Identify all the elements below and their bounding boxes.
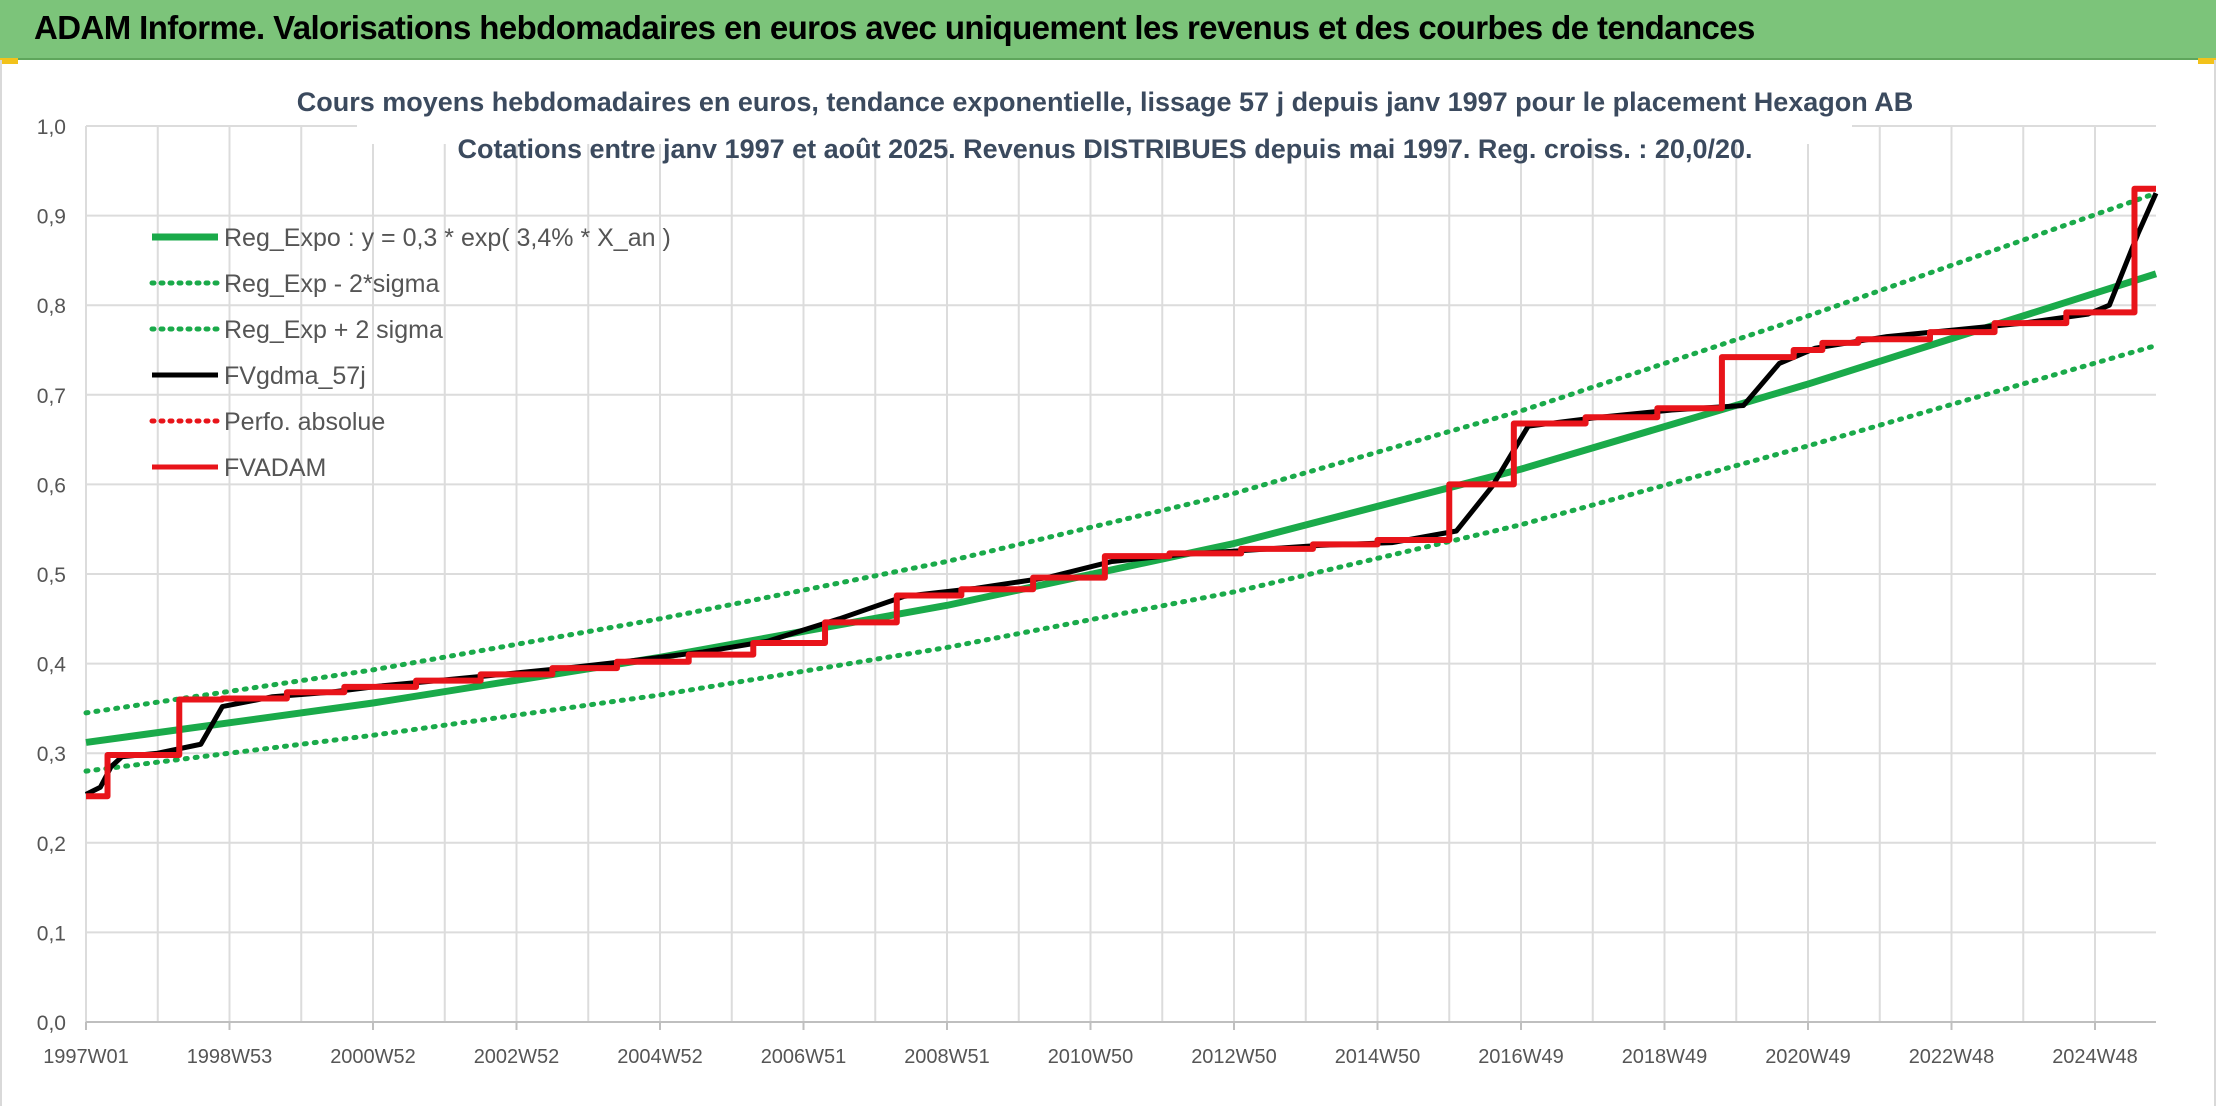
- report-title: ADAM Informe. Valorisations hebdomadaire…: [34, 9, 1755, 46]
- corner-marker-right: [2198, 58, 2216, 64]
- x-tick-label: 2020W49: [1765, 1046, 1851, 1068]
- legend-label-3: FVgdma_57j: [224, 362, 366, 390]
- legend-label-2: Reg_Exp + 2 sigma: [224, 316, 443, 344]
- x-tick-label: 2008W51: [904, 1046, 990, 1068]
- legend-label-0: Reg_Expo : y = 0,3 * exp( 3,4% * X_an ): [224, 224, 671, 252]
- x-tick-label: 2004W52: [617, 1046, 703, 1068]
- line-chart: 0,0 0,1 0,2 0,3 0,4 0,5 0,6 0,7 0,8 0,9 1,0 1997W01…: [37, 68, 2159, 1068]
- legend-label-5: FVADAM: [224, 454, 326, 482]
- y-tick-label: 0,5: [37, 564, 66, 587]
- y-tick-label: 0,2: [37, 833, 66, 856]
- x-tick-label: 1998W53: [187, 1046, 273, 1068]
- y-tick-label: 0,8: [37, 295, 66, 318]
- series-line-0: [85, 270, 2158, 746]
- corner-marker-left: [0, 58, 18, 64]
- chart-title-line-1: Cours moyens hebdomadaires en euros, ten…: [297, 87, 1914, 117]
- series-line-5: [86, 185, 2156, 800]
- x-tick-label: 2006W51: [761, 1046, 847, 1068]
- y-tick-label: 0,1: [37, 922, 66, 945]
- report-header: ADAM Informe. Valorisations hebdomadaire…: [0, 0, 2216, 60]
- series-line-2: [83, 190, 2159, 716]
- x-tick-label: 1997W01: [43, 1046, 129, 1068]
- y-tick-label: 0,3: [37, 743, 66, 766]
- y-tick-label: 0,4: [37, 654, 67, 677]
- grid-layer: 0,0 0,1 0,2 0,3 0,4 0,5 0,6 0,7 0,8 0,9 1,0 1997W01…: [37, 116, 2156, 1068]
- x-tick-label: 2016W49: [1478, 1046, 1564, 1068]
- chart-title-group: Cours moyens hebdomadaires en euros, ten…: [297, 68, 1914, 164]
- legend-label-1: Reg_Exp - 2*sigma: [224, 270, 439, 298]
- legend: Reg_Expo : y = 0,3 * exp( 3,4% * X_an ) R…: [149, 224, 671, 482]
- y-tick-label: 0,0: [37, 1012, 66, 1035]
- x-tick-label: 2000W52: [330, 1046, 416, 1068]
- x-tick-label: 2012W50: [1191, 1046, 1277, 1068]
- x-tick-label: 2022W48: [1909, 1046, 1995, 1068]
- series-line-1: [83, 343, 2159, 774]
- x-tick-label: 2014W50: [1335, 1046, 1421, 1068]
- series-layer: [83, 185, 2159, 800]
- y-tick-label: 0,7: [37, 385, 66, 408]
- x-tick-label: 2024W48: [2052, 1046, 2138, 1068]
- x-tick-label: 2018W49: [1622, 1046, 1708, 1068]
- title-background: [357, 68, 1852, 144]
- legend-label-4: Perfo. absolue: [224, 408, 385, 436]
- chart-area: 0,0 0,1 0,2 0,3 0,4 0,5 0,6 0,7 0,8 0,9 1,0 1997W01…: [0, 60, 2216, 1106]
- x-tick-label: 2010W50: [1048, 1046, 1134, 1068]
- chart-title-line-2: Cotations entre janv 1997 et août 2025. …: [458, 134, 1753, 164]
- y-tick-label: 0,6: [37, 474, 66, 497]
- x-tick-label: 2002W52: [474, 1046, 560, 1068]
- y-tick-label: 1,0: [37, 116, 66, 139]
- y-tick-label: 0,9: [37, 206, 66, 229]
